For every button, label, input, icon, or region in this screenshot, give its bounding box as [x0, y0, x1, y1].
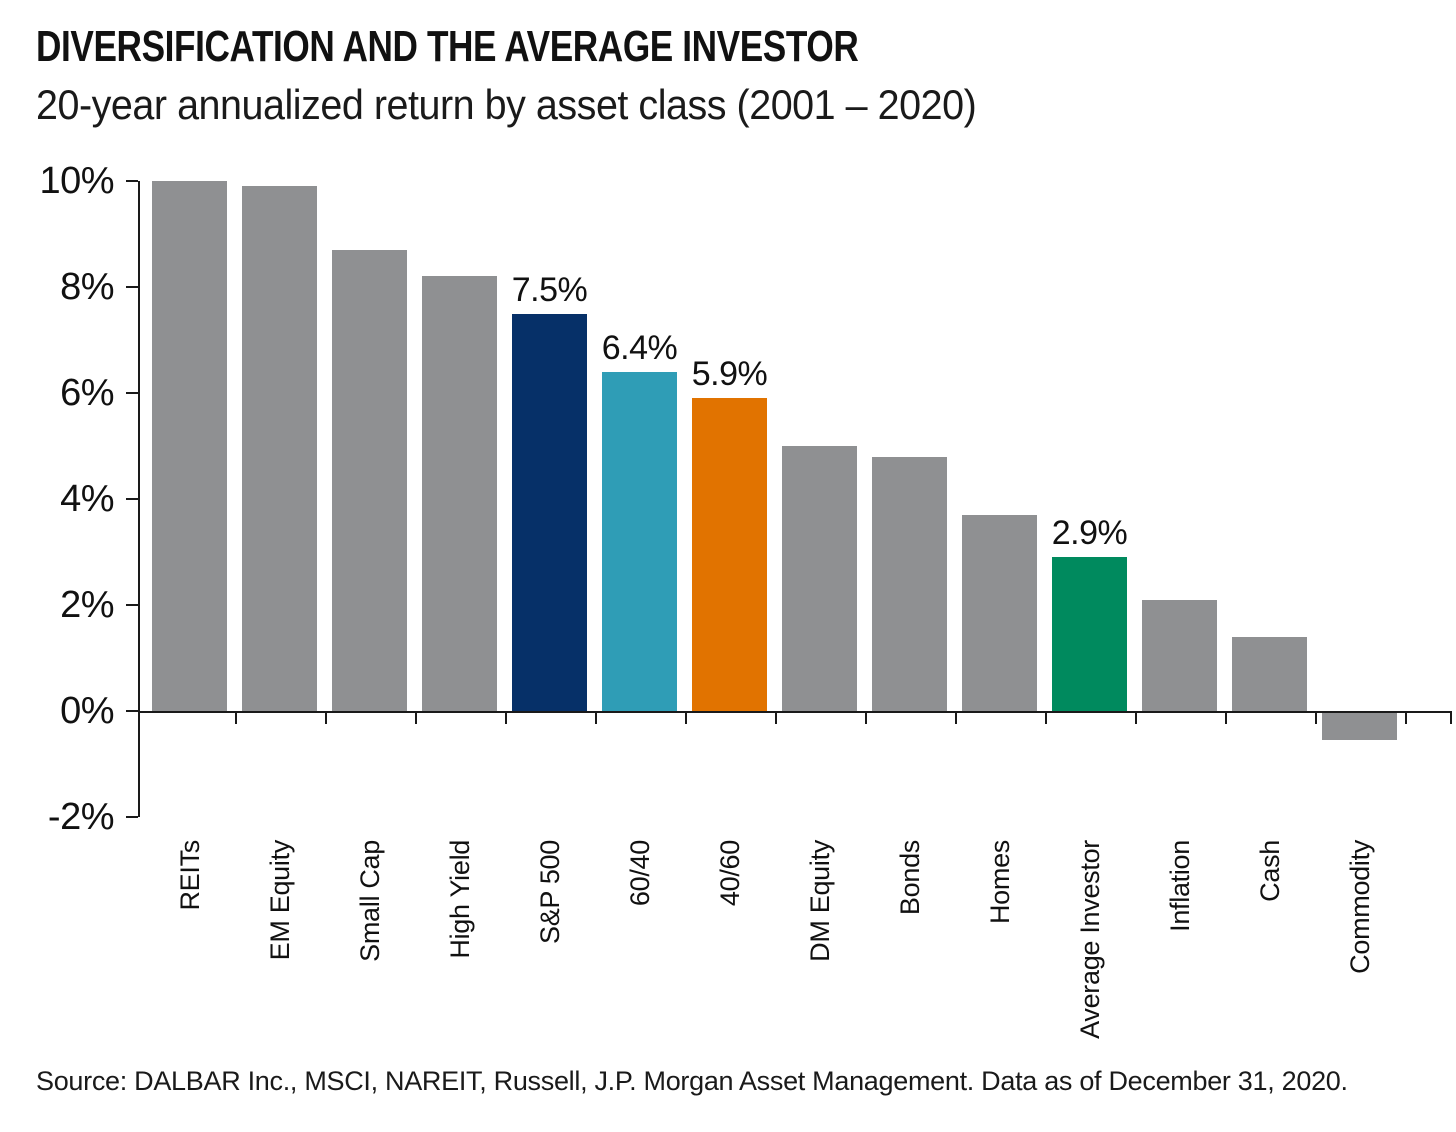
x-axis-category-label-40-60: 40/60	[714, 840, 745, 907]
x-axis-tick	[414, 713, 417, 724]
y-axis-tick-label: 6%	[60, 372, 114, 414]
bar-value-label-s-p-500: 7.5%	[511, 270, 588, 309]
x-axis-tick	[864, 713, 867, 724]
x-axis-tick	[234, 713, 237, 724]
x-axis-line	[138, 711, 1452, 713]
y-axis-tick-label: 2%	[60, 584, 114, 626]
x-axis-tick	[1224, 713, 1227, 724]
y-axis-tick	[126, 710, 138, 712]
y-axis-tick	[126, 180, 138, 182]
x-axis-category-label-average-investor: Average Investor	[1074, 840, 1105, 1039]
y-axis-tick	[126, 392, 138, 394]
bar-small-cap	[332, 249, 407, 711]
x-axis-tick	[1044, 713, 1047, 724]
x-axis-category-label-bonds: Bonds	[894, 840, 925, 916]
x-axis-category-label-homes: Homes	[984, 840, 1015, 925]
bar-dm-equity	[782, 446, 857, 711]
y-axis-tick-label: 10%	[39, 160, 114, 202]
bar-bonds	[872, 456, 947, 711]
y-axis-line	[138, 181, 140, 817]
bar-homes	[962, 514, 1037, 711]
y-axis-tick	[126, 498, 138, 500]
x-axis-tick	[324, 713, 327, 724]
x-axis-category-label-dm-equity: DM Equity	[804, 840, 835, 962]
x-axis-category-label-60-40: 60/40	[624, 840, 655, 907]
x-axis-tick	[684, 713, 687, 724]
bar-reits	[152, 181, 227, 711]
bar-value-label-average-investor: 2.9%	[1051, 514, 1128, 553]
x-axis-category-label-s-p-500: S&P 500	[534, 840, 565, 944]
chart-header: DIVERSIFICATION AND THE AVERAGE INVESTOR…	[36, 22, 1064, 132]
bar-average-investor	[1052, 557, 1127, 711]
x-axis-tick	[774, 713, 777, 724]
x-axis-tick	[1404, 713, 1407, 724]
x-axis-category-label-inflation: Inflation	[1164, 840, 1195, 932]
bar-high-yield	[422, 276, 497, 711]
chart-footer: Source: DALBAR Inc., MSCI, NAREIT, Russe…	[36, 1064, 1436, 1098]
y-axis-tick-label: 4%	[60, 478, 114, 520]
bar-s-p-500	[512, 313, 587, 711]
x-axis-tick	[1134, 713, 1137, 724]
bar-value-label-60-40: 6.4%	[601, 328, 678, 367]
bar-inflation	[1142, 599, 1217, 711]
chart-subtitle: 20-year annualized return by asset class…	[36, 81, 977, 128]
x-axis-end-tick	[1450, 713, 1452, 724]
x-axis-tick	[1314, 713, 1317, 724]
source-note: Source: DALBAR Inc., MSCI, NAREIT, Russe…	[36, 1066, 1348, 1096]
x-axis-category-label-high-yield: High Yield	[444, 840, 475, 959]
x-axis-tick	[504, 713, 507, 724]
y-axis-tick	[126, 604, 138, 606]
x-axis-category-label-cash: Cash	[1254, 840, 1285, 902]
x-axis-category-label-small-cap: Small Cap	[354, 840, 385, 962]
y-axis-tick-label: 0%	[60, 690, 114, 732]
y-axis-tick-label: -2%	[47, 796, 115, 838]
y-axis-tick	[126, 816, 138, 818]
bar-40-60	[692, 398, 767, 711]
y-axis-tick-label: 8%	[60, 266, 114, 308]
x-axis-tick	[594, 713, 597, 724]
x-axis-category-label-reits: REITs	[174, 840, 205, 911]
chart-title: DIVERSIFICATION AND THE AVERAGE INVESTOR	[36, 22, 859, 71]
bar-commodity	[1322, 713, 1397, 740]
x-axis-tick	[954, 713, 957, 724]
bar-em-equity	[242, 186, 317, 711]
bar-value-label-40-60: 5.9%	[691, 355, 768, 394]
y-axis-tick	[126, 286, 138, 288]
bar-cash	[1232, 636, 1307, 711]
x-axis-category-label-commodity: Commodity	[1344, 840, 1375, 974]
bar-60-40	[602, 371, 677, 711]
x-axis-category-label-em-equity: EM Equity	[264, 840, 295, 961]
